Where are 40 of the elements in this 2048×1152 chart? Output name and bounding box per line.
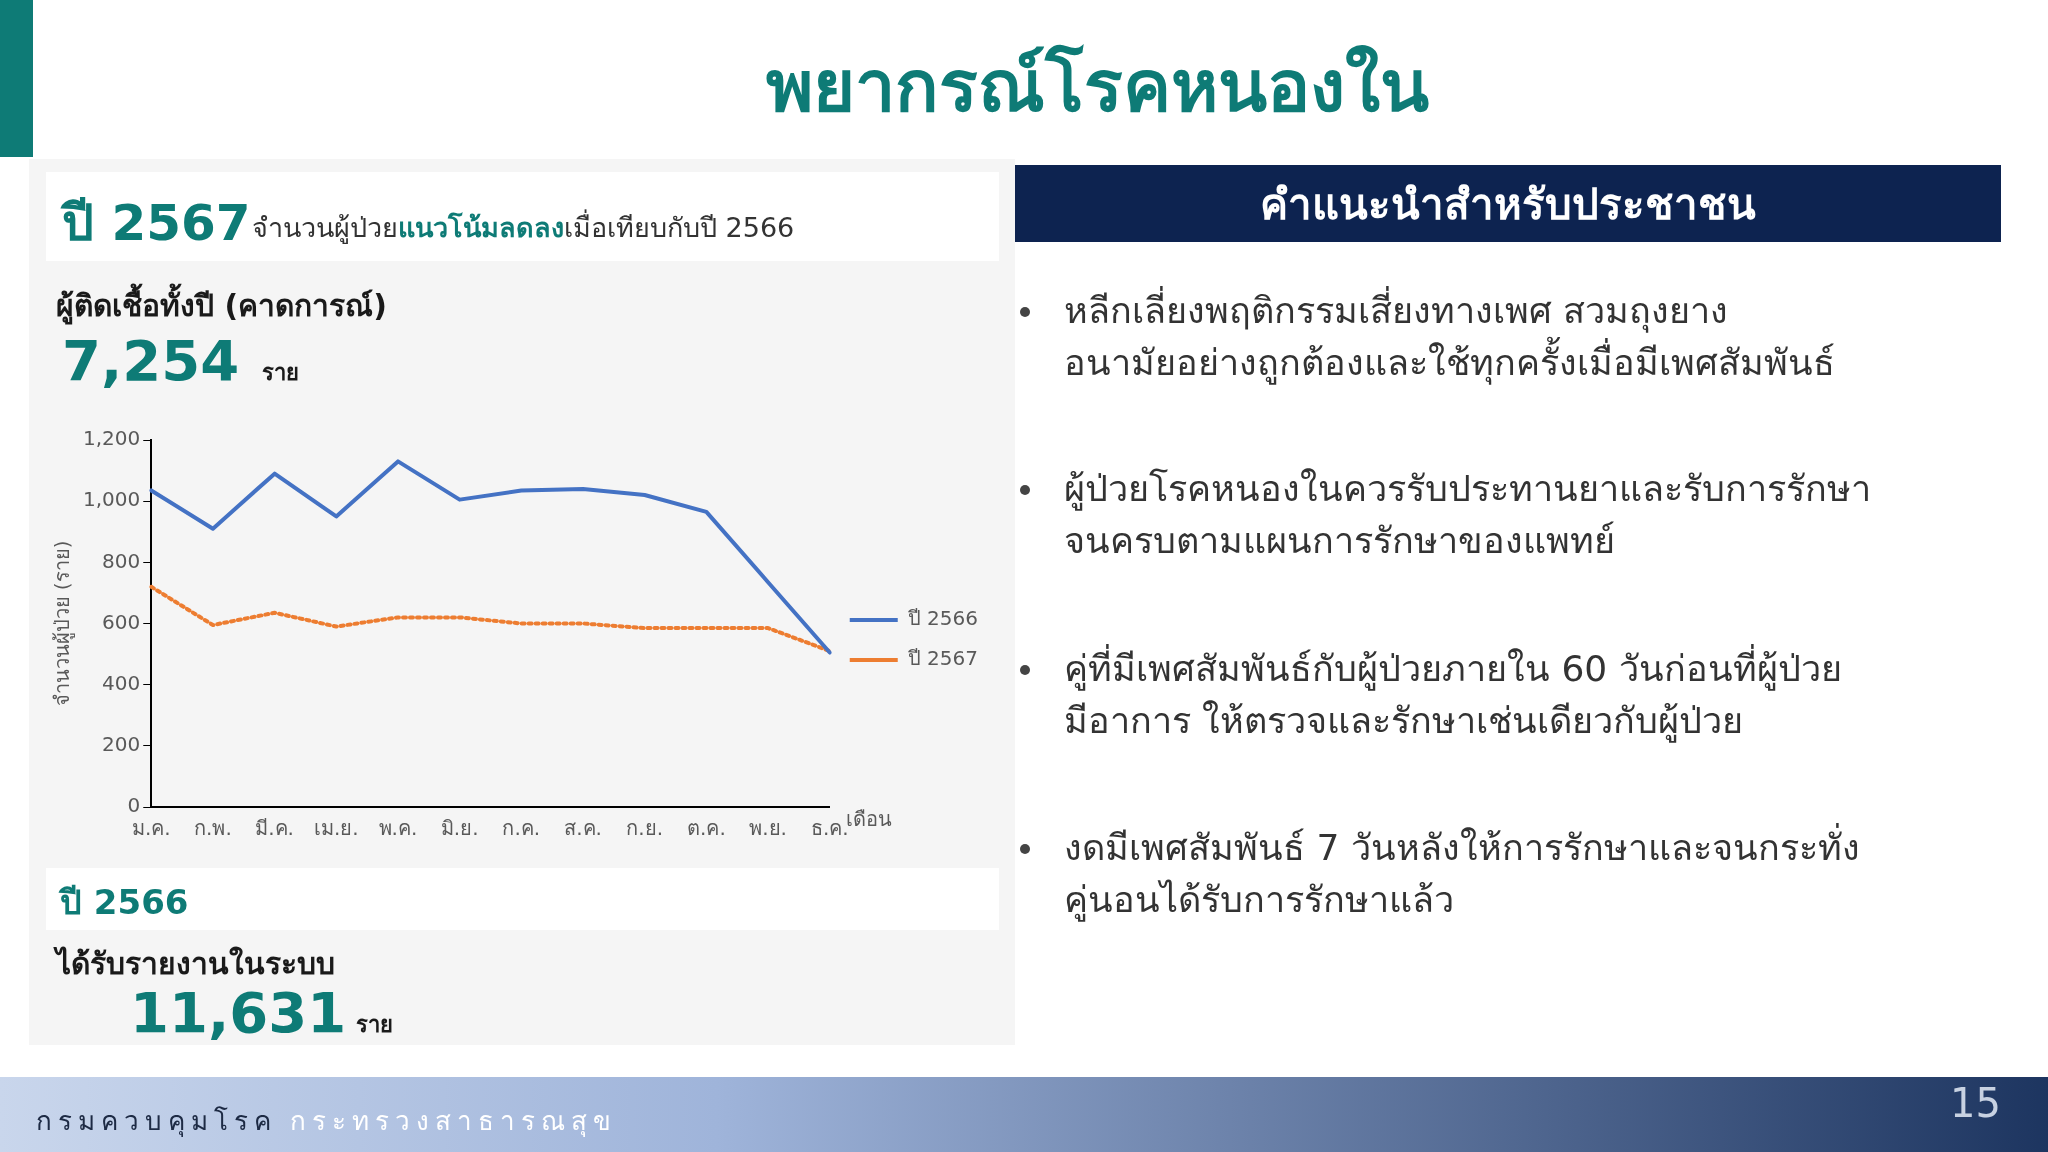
text: ปี 2566 [60, 881, 189, 924]
text: ราย [262, 359, 299, 387]
x-tick-label: มิ.ย. [440, 816, 479, 841]
text: หลีกเลี่ยงพฤติกรรมเสี่ยงทางเพศ สวมถุงยาง อนามัยอย่างถูกต้องและใช้ทุกครั้งเมื่อมีเพศสัมพันธ์ [1064, 285, 1836, 387]
text: พยากรณ์โรคหนองใน [764, 43, 1430, 130]
x-axis-title: เดือน [845, 807, 892, 832]
text: ผู้ติดเชื้อทั้งปี (คาดการณ์) [56, 282, 387, 327]
text: ปี 2567 [62, 193, 251, 254]
x-tick-label: ส.ค. [564, 816, 602, 841]
text: 11,631 [130, 980, 347, 1045]
x-tick-label: มี.ค. [255, 816, 294, 841]
text: คำแนะนำสำหรับประชาชน [1260, 178, 1756, 231]
y-tick-label: 0 [127, 793, 141, 818]
y-tick-label: 600 [102, 609, 141, 634]
legend-label: ปี 2567 [907, 646, 979, 671]
text: 7,254 [62, 328, 240, 393]
text: ผู้ป่วยโรคหนองในควรรับประทานยาและรับการรักษา จนครบตามแผนการรักษาของแพทย์ [1064, 467, 1872, 563]
x-tick-label: พ.ย. [749, 816, 787, 841]
y-axis-title: จำนวนผู้ป่วย (ราย) [50, 540, 76, 707]
x-tick-label: เม.ย. [313, 816, 359, 841]
text: คู่ที่มีเพศสัมพันธ์กับผู้ป่วยภายใน 60 วันก่อนที่ผู้ป่วย มีอาการ ให้ตรวจและรักษาเช่นเดียวกับผู้ป่วย [1064, 643, 1843, 745]
x-tick-label: ก.พ. [194, 816, 232, 841]
y-tick-label: 1,000 [82, 487, 141, 512]
text: จำนวนผู้ป่วย [252, 212, 398, 243]
x-tick-label: ม.ค. [131, 816, 171, 841]
text: แนวโน้มลดลง [398, 212, 564, 243]
text: กรมควบคุมโรค [36, 1105, 277, 1139]
text: กระทรวงสาธารณสุข [290, 1105, 617, 1139]
y-tick-label: 1,200 [82, 426, 141, 451]
y-tick-label: 800 [102, 548, 141, 573]
x-tick-label: พ.ค. [378, 816, 418, 841]
x-tick-label: ก.ย. [626, 816, 664, 841]
text: งดมีเพศสัมพันธ์ 7 วันหลังให้การรักษาและจนกระทั่ง คู่นอนได้รับการรักษาแล้ว [1064, 822, 1861, 924]
legend-label: ปี 2566 [907, 606, 979, 631]
x-tick-label: ต.ค. [687, 816, 726, 841]
y-tick-label: 400 [102, 670, 141, 695]
y-tick-label: 200 [102, 732, 141, 757]
x-tick-label: ก.ค. [502, 816, 541, 841]
text: ราย [356, 1011, 393, 1039]
text: 15 [1950, 1080, 2001, 1126]
